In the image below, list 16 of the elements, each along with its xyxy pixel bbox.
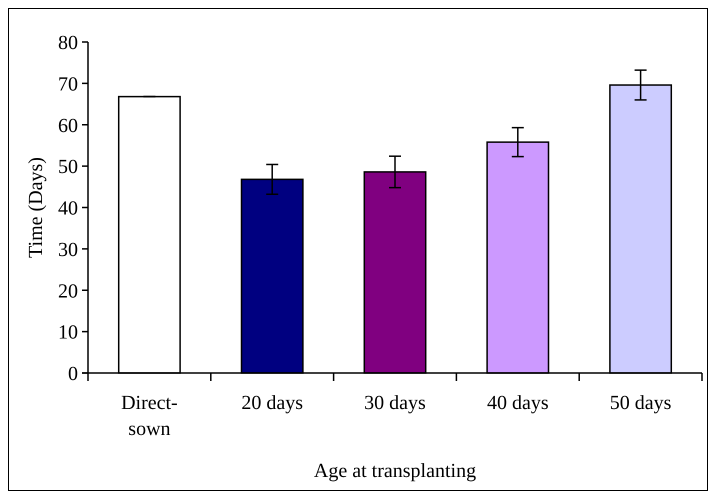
x-tick-label: 40 days	[486, 392, 549, 414]
y-tick-label: 80	[58, 32, 78, 54]
y-tick-label: 60	[58, 114, 78, 137]
x-axis-title: Age at transplanting	[314, 460, 476, 482]
x-tick-label: 50 days	[610, 392, 672, 414]
y-axis-title: Time (Days)	[25, 157, 47, 258]
y-tick-label: 30	[58, 238, 78, 261]
y-tick-label: 0	[68, 363, 78, 385]
x-tick-label: 30 days	[364, 392, 426, 414]
y-tick-label: 50	[58, 156, 78, 178]
y-tick-label: 20	[58, 280, 78, 302]
y-tick-label: 70	[58, 73, 78, 96]
y-tick-label: 40	[58, 198, 78, 220]
y-tick-label: 10	[58, 322, 78, 344]
x-tick-label: 20 days	[241, 392, 304, 414]
x-tick-label: Direct-sown	[121, 392, 178, 440]
